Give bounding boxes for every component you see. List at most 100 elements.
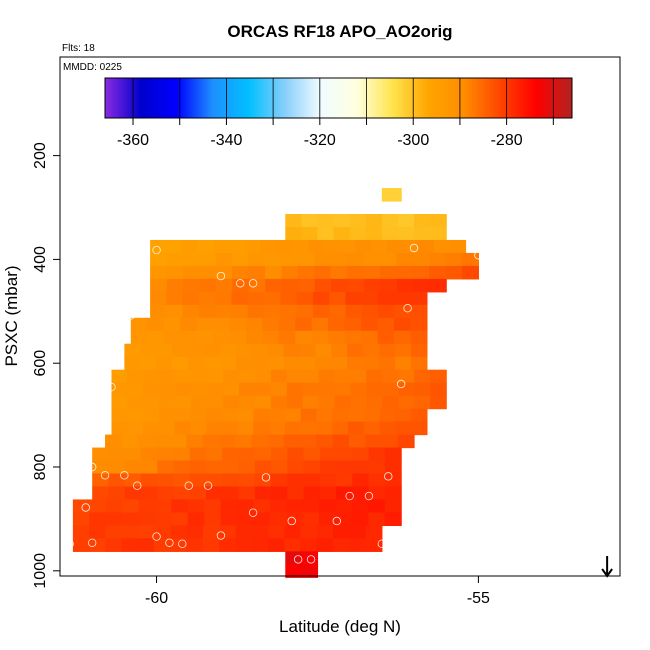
heatmap-cell <box>140 356 157 371</box>
heatmap-cell <box>316 525 334 539</box>
heatmap-cell <box>253 408 270 423</box>
colorbar-swatch <box>130 78 134 118</box>
obs-point <box>409 243 419 253</box>
heatmap-cell <box>262 330 280 345</box>
obs-point <box>65 539 74 549</box>
colorbar-swatch <box>149 78 153 118</box>
heatmap-cell <box>92 486 110 501</box>
heatmap-cell <box>397 213 415 228</box>
colorbar-swatch <box>165 78 169 118</box>
colorbar-swatch <box>525 78 529 118</box>
heatmap-cell <box>303 460 321 475</box>
colorbar-swatch <box>336 78 339 118</box>
heatmap-cell <box>295 330 313 345</box>
heatmap-cell <box>332 434 350 449</box>
heatmap-cell <box>410 343 428 358</box>
colorbar-swatch <box>441 78 445 118</box>
heatmap-cell <box>445 265 463 280</box>
heatmap-cell <box>410 330 428 345</box>
heatmap-cell <box>231 304 249 319</box>
heatmap-cell <box>127 382 144 397</box>
heatmap-cell <box>105 512 123 526</box>
heatmap-cell <box>328 330 346 345</box>
heatmap-cell <box>328 317 346 332</box>
heatmap-cell <box>270 395 288 410</box>
heatmap-cell <box>280 291 298 306</box>
colorbar-swatch <box>156 78 160 118</box>
heatmap-cell <box>221 408 239 423</box>
heatmap-cell <box>368 447 386 462</box>
heatmap-cell <box>232 252 250 267</box>
obs-point <box>133 481 142 490</box>
heatmap-cell <box>154 525 172 539</box>
heatmap-cell <box>175 395 192 410</box>
heatmap-cell <box>239 395 256 410</box>
obs-point <box>332 516 341 526</box>
heatmap-cell <box>251 343 269 358</box>
obs-point <box>364 491 374 501</box>
colorbar-swatch <box>382 78 386 118</box>
heatmap-cell <box>156 343 173 358</box>
obs-point <box>184 481 193 490</box>
colorbar-swatch <box>270 78 274 118</box>
heatmap-cell <box>278 317 296 332</box>
heatmap-cell <box>158 421 176 436</box>
heatmap-cell <box>292 239 309 254</box>
colorbar-swatch <box>186 78 190 118</box>
heatmap-cells <box>72 188 479 578</box>
heatmap-cell <box>215 252 233 267</box>
heatmap-cell <box>150 252 168 267</box>
heatmap-cell <box>202 434 220 449</box>
heatmap-cell <box>182 252 200 267</box>
heatmap-cell <box>235 343 253 358</box>
heatmap-cell <box>140 447 158 462</box>
heatmap-cell <box>245 330 264 345</box>
colorbar-swatch <box>284 78 288 118</box>
heatmap-cell <box>222 447 240 462</box>
colorbar-swatch <box>378 78 382 118</box>
heatmap-cell <box>344 330 362 345</box>
colorbar-swatch <box>123 78 127 118</box>
heatmap-cell <box>174 408 191 423</box>
heatmap-cell <box>396 252 414 267</box>
colorbar-swatch <box>483 78 487 118</box>
heatmap-cell <box>92 447 110 462</box>
colorbar-frame <box>104 77 573 119</box>
colorbar-swatch <box>315 78 318 118</box>
colorbar-swatch <box>305 78 309 118</box>
heatmap-cell <box>430 369 447 384</box>
colorbar-swatch <box>184 78 188 118</box>
heatmap-cell <box>183 278 201 293</box>
heatmap-cell <box>182 265 200 280</box>
colorbar-swatch <box>527 78 531 118</box>
colorbar-swatch <box>557 78 561 118</box>
colorbar-swatch <box>452 78 456 118</box>
colorbar-swatch <box>436 78 440 118</box>
heatmap-cell <box>158 408 176 423</box>
heatmap-cell <box>186 434 204 449</box>
heatmap-cell <box>336 447 353 462</box>
heatmap-cell <box>122 512 140 526</box>
heatmap-cell <box>286 382 304 397</box>
obs-point <box>49 539 58 549</box>
heatmap-cell <box>121 538 139 552</box>
heatmap-cell <box>138 499 156 514</box>
colorbar-swatch <box>550 78 554 118</box>
colorbar-swatch <box>331 78 335 118</box>
heatmap-cell <box>366 395 384 410</box>
heatmap-cell <box>276 239 293 254</box>
heatmap-cell <box>316 538 334 552</box>
colorbar-swatch <box>151 78 155 118</box>
heatmap-cell <box>147 317 165 332</box>
heatmap-cell <box>295 317 313 332</box>
heatmap-cell <box>333 525 350 539</box>
heatmap-cell <box>365 226 383 241</box>
plot-frame <box>59 56 621 577</box>
heatmap-cell <box>108 460 126 475</box>
heatmap-cell <box>349 213 367 228</box>
heatmap-cell <box>105 434 122 449</box>
colorbar-swatch <box>207 78 211 118</box>
heatmap-cell <box>105 525 123 539</box>
colorbar-swatch <box>350 78 354 118</box>
heatmap-cell <box>284 421 302 436</box>
